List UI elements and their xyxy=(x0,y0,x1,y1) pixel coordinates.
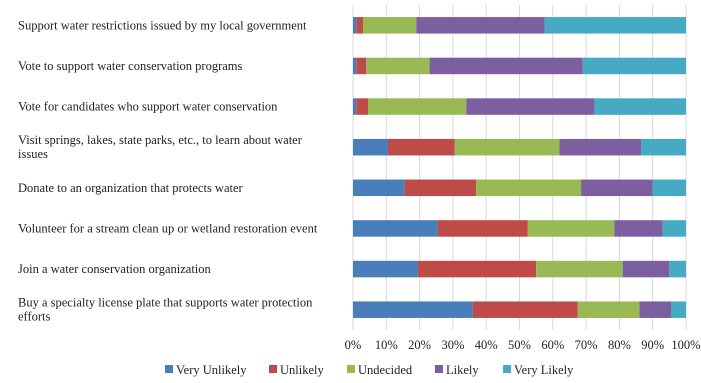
category-label: Buy a specialty license plate that suppo… xyxy=(18,296,313,324)
legend-swatch xyxy=(503,365,511,373)
bar-segment xyxy=(404,179,477,197)
legend-label: Very Likely xyxy=(514,363,574,377)
bar-segment xyxy=(669,260,686,278)
category-label: Volunteer for a stream clean up or wetla… xyxy=(18,221,318,235)
legend-label: Unlikely xyxy=(280,363,324,377)
x-tick-label: 10% xyxy=(375,338,398,352)
legend-swatch xyxy=(165,365,173,373)
bar-segment xyxy=(652,179,686,197)
legend: Very Unlikely Unlikely Undecided Likely Very… xyxy=(165,363,574,377)
bar-segment xyxy=(641,138,686,156)
category-label: Vote for candidates who support water co… xyxy=(18,100,278,114)
bar-segment xyxy=(559,138,642,156)
category-label-line: efforts xyxy=(18,310,51,324)
bar-segment xyxy=(353,98,357,115)
bar-segment xyxy=(594,98,686,115)
bar-segment xyxy=(527,220,615,237)
bar-segment xyxy=(466,98,595,115)
bar-segment xyxy=(367,98,467,115)
x-tick-label: 40% xyxy=(475,338,498,352)
legend-label: Likely xyxy=(446,363,479,377)
x-tick-label: 90% xyxy=(641,338,664,352)
bar-segment xyxy=(356,57,367,75)
x-tick-label: 0% xyxy=(345,338,362,352)
category-label: Donate to an organization that protects … xyxy=(18,181,244,195)
bar-segment xyxy=(353,138,388,156)
x-tick-label: 60% xyxy=(541,338,564,352)
bar-segment xyxy=(353,301,473,318)
bar-segment xyxy=(454,138,560,156)
bar-segment xyxy=(366,57,430,75)
category-label: Visit springs, lakes, state parks, etc.,… xyxy=(18,133,303,161)
category-label: Vote to support water conservation progr… xyxy=(18,59,243,73)
legend-swatch xyxy=(347,365,355,373)
x-tick-label: 70% xyxy=(575,338,598,352)
bar-segment xyxy=(353,220,438,237)
x-tick-label: 80% xyxy=(608,338,631,352)
bars xyxy=(353,17,686,318)
legend-label: Very Unlikely xyxy=(176,363,247,377)
bar-segment xyxy=(356,17,363,34)
bar-segment xyxy=(356,98,368,115)
category-label-line: Donate to an organization that protects … xyxy=(18,181,244,195)
gridlines xyxy=(352,5,687,330)
bar-segment xyxy=(353,179,405,197)
bar-segment xyxy=(416,17,545,34)
bar-segment xyxy=(387,138,455,156)
category-labels: Support water restrictions issued by my … xyxy=(18,18,318,323)
bar-segment xyxy=(581,179,653,197)
x-tick-label: 50% xyxy=(508,338,531,352)
x-tick-label: 20% xyxy=(408,338,431,352)
x-tick-label: 100% xyxy=(671,338,700,352)
category-label-line: issues xyxy=(18,147,48,161)
bar-segment xyxy=(577,301,640,318)
legend-swatch xyxy=(435,365,443,373)
bar-segment xyxy=(614,220,663,237)
bar-segment xyxy=(536,260,623,278)
legend-label: Undecided xyxy=(358,363,413,377)
bar-segment xyxy=(437,220,528,237)
bar-segment xyxy=(476,179,582,197)
bar-segment xyxy=(417,260,537,278)
bar-segment xyxy=(544,17,686,34)
bar-segment xyxy=(472,301,578,318)
bar-segment xyxy=(353,260,418,278)
bar-segment xyxy=(582,57,686,75)
category-label-line: Buy a specialty license plate that suppo… xyxy=(18,296,313,310)
category-label: Join a water conservation organization xyxy=(18,262,212,276)
bar-segment xyxy=(671,301,686,318)
bar-segment xyxy=(362,17,417,34)
category-label-line: Support water restrictions issued by my … xyxy=(18,18,307,32)
bar-segment xyxy=(662,220,686,237)
category-label: Support water restrictions issued by my … xyxy=(18,18,307,32)
category-label-line: Vote for candidates who support water co… xyxy=(18,100,278,114)
category-label-line: Volunteer for a stream clean up or wetla… xyxy=(18,221,318,235)
legend-swatch xyxy=(269,365,277,373)
x-tick-label: 30% xyxy=(441,338,464,352)
bar-segment xyxy=(622,260,670,278)
bar-segment xyxy=(353,17,357,34)
bar-segment xyxy=(353,57,357,75)
category-label-line: Vote to support water conservation progr… xyxy=(18,59,243,73)
bar-segment xyxy=(429,57,583,75)
x-axis-ticks: 0% 10% 20% 30% 40% 50% 60% 70% 80% 90% 100% xyxy=(345,338,701,352)
category-label-line: Join a water conservation organization xyxy=(18,262,212,276)
bar-segment xyxy=(639,301,672,318)
category-label-line: Visit springs, lakes, state parks, etc.,… xyxy=(18,133,303,147)
